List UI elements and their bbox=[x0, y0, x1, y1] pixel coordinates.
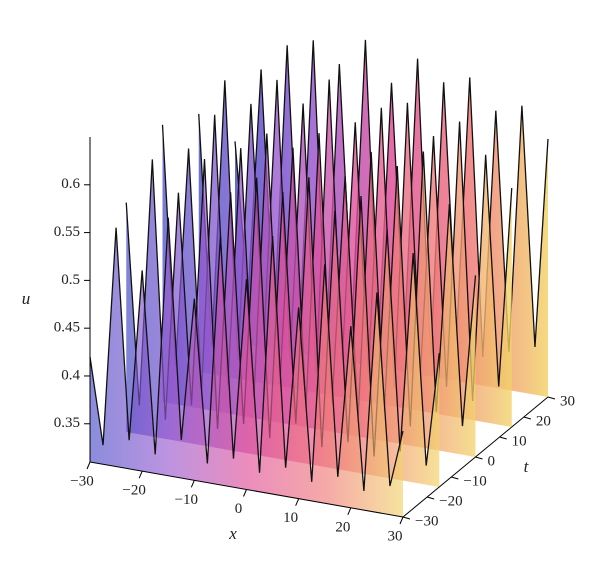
x-tick-label: 10 bbox=[283, 510, 298, 526]
x-tick-label: −20 bbox=[122, 483, 145, 499]
t-tick-label: −30 bbox=[415, 513, 438, 529]
t-tick bbox=[499, 436, 507, 440]
surface-mesh-line bbox=[234, 39, 549, 358]
x-tick-label: −10 bbox=[175, 492, 198, 508]
t-tick-label: −10 bbox=[463, 473, 486, 489]
x-tick bbox=[347, 507, 352, 516]
z-tick-label: 0.35 bbox=[54, 415, 80, 431]
surface-mesh-line bbox=[125, 158, 440, 466]
z-tick-label: 0.45 bbox=[54, 320, 80, 336]
z-axis-title: u bbox=[22, 289, 31, 308]
x-tick bbox=[86, 461, 91, 470]
x-tick bbox=[399, 516, 404, 525]
t-tick-label: 20 bbox=[536, 413, 551, 429]
z-tick-label: 0.4 bbox=[61, 367, 80, 383]
t-tick-label: 0 bbox=[488, 453, 496, 469]
x-tick bbox=[243, 489, 247, 497]
x-tick bbox=[295, 498, 300, 506]
z-tick-label: 0.55 bbox=[54, 224, 80, 240]
t-tick-label: 30 bbox=[560, 393, 575, 409]
surface-mesh-line bbox=[161, 114, 477, 427]
t-tick bbox=[427, 496, 435, 500]
x-tick bbox=[190, 480, 195, 488]
surface-fill bbox=[126, 158, 440, 487]
x-tick-label: 0 bbox=[235, 501, 243, 517]
x-axis-title: x bbox=[228, 524, 237, 543]
surface-mesh-line bbox=[198, 79, 513, 402]
t-tick bbox=[402, 516, 411, 520]
x-tick-label: 30 bbox=[388, 528, 403, 544]
x-tick bbox=[138, 470, 143, 479]
t-tick bbox=[547, 396, 556, 400]
x-tick-label: −30 bbox=[70, 473, 93, 489]
t-tick bbox=[523, 416, 531, 420]
t-tick bbox=[451, 476, 459, 480]
t-axis-title: t bbox=[524, 457, 530, 476]
z-tick-label: 0.5 bbox=[61, 272, 80, 288]
z-tick-label: 0.6 bbox=[61, 176, 80, 192]
x-tick-label: 20 bbox=[335, 519, 350, 535]
t-tick-label: 10 bbox=[512, 433, 527, 449]
surface-mesh-line bbox=[89, 217, 404, 492]
surface-fill bbox=[90, 217, 403, 518]
t-tick bbox=[475, 456, 483, 460]
t-tick-label: −20 bbox=[439, 493, 462, 509]
